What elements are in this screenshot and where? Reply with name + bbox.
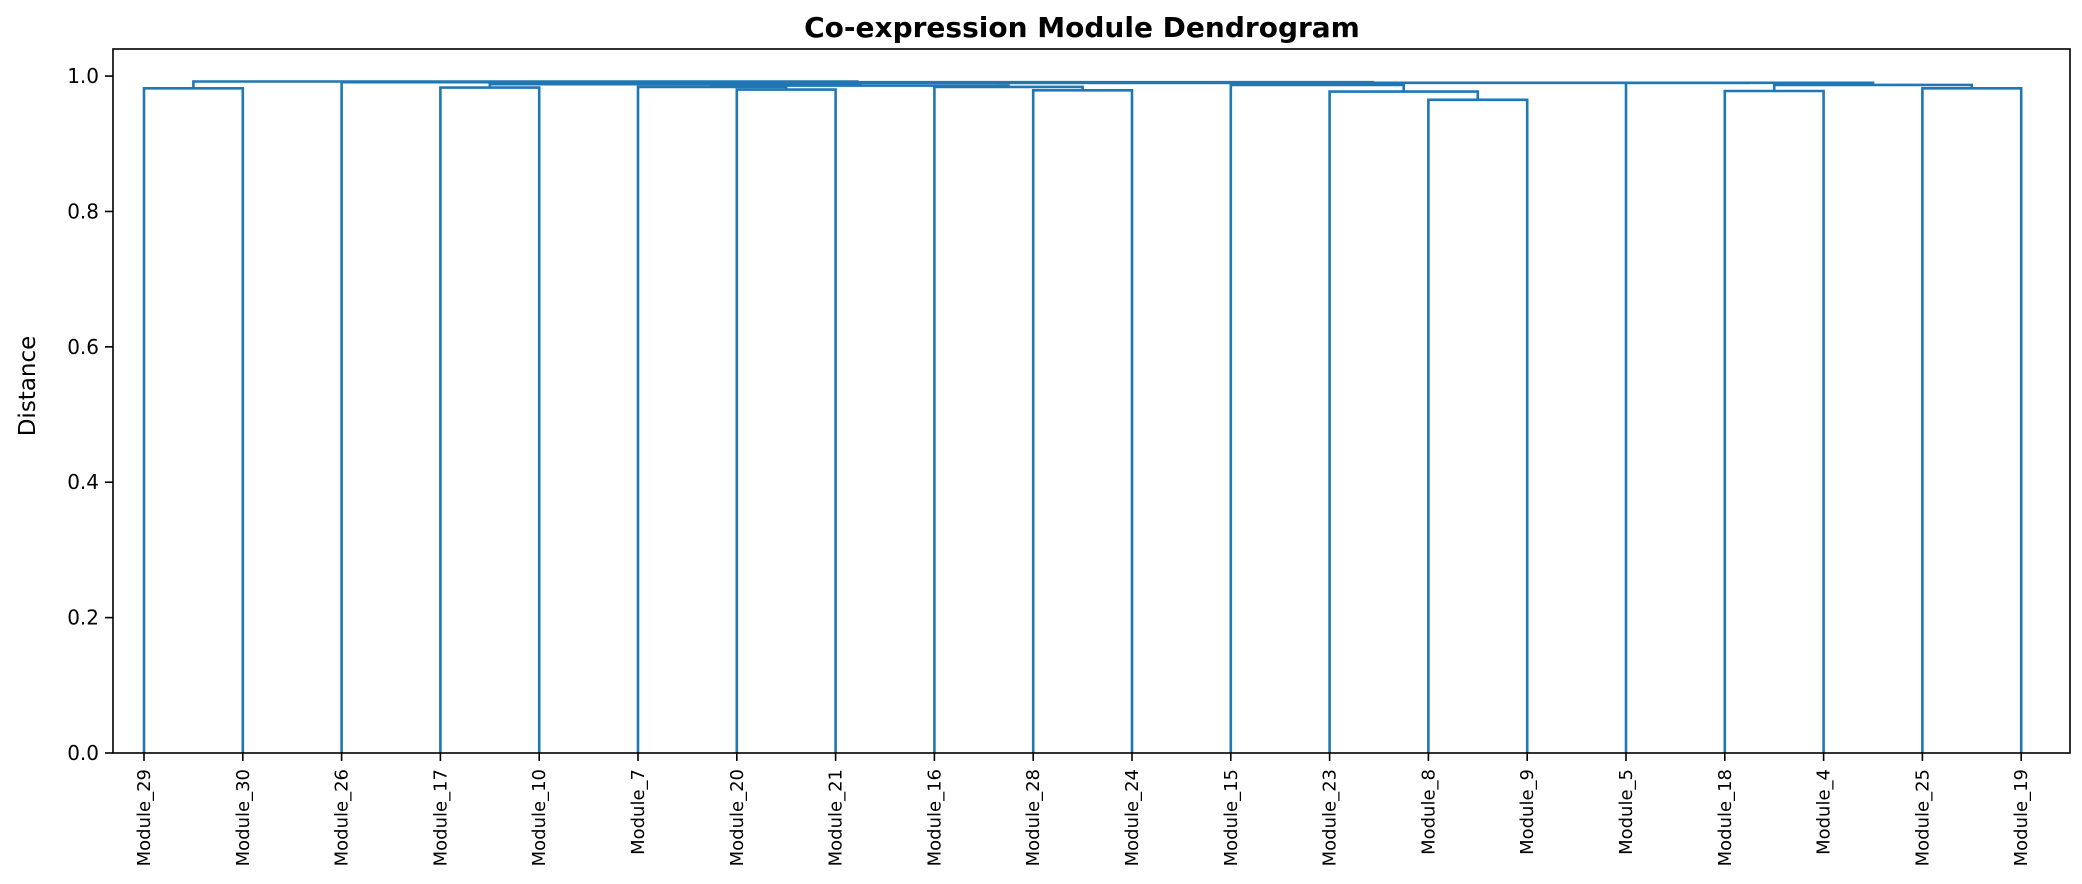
dendrogram-link-m7 bbox=[142, 87, 245, 753]
x-tick-label: Module_25 bbox=[1912, 769, 1933, 866]
x-tick-label: Module_7 bbox=[628, 769, 649, 855]
y-tick-label: 1.0 bbox=[67, 64, 99, 88]
dendrogram-links bbox=[142, 80, 2023, 753]
x-tick-label: Module_29 bbox=[134, 769, 155, 866]
y-tick-label: 0.2 bbox=[67, 606, 99, 630]
dendrogram-link-m3 bbox=[1723, 89, 1825, 753]
x-tick-label: Module_21 bbox=[826, 769, 847, 866]
dendrogram-link-m19 bbox=[192, 80, 859, 89]
y-tick-label: 0.8 bbox=[67, 199, 99, 223]
dendrogram-link-m1 bbox=[1427, 98, 1529, 753]
x-tick-label: Module_24 bbox=[1122, 769, 1143, 866]
dendrogram-link-m9 bbox=[636, 85, 788, 753]
dendrogram-link-m5 bbox=[735, 88, 837, 753]
dendrogram-link-m8 bbox=[439, 86, 541, 753]
y-tick-label: 0.6 bbox=[67, 335, 99, 359]
dendrogram-link-m6 bbox=[1921, 87, 2023, 753]
dendrogram-link-m11 bbox=[710, 84, 1010, 87]
dendrogram-link-m13 bbox=[1229, 83, 1405, 753]
x-tick-label: Module_4 bbox=[1814, 769, 1835, 855]
x-tick-label: Module_10 bbox=[529, 769, 550, 866]
dendrogram-link-m15 bbox=[1624, 81, 1875, 753]
x-tick-label: Module_17 bbox=[430, 769, 451, 866]
dendrogram-link-m10 bbox=[933, 85, 1084, 753]
plot-area-frame bbox=[112, 48, 2071, 754]
x-tick-label: Module_20 bbox=[727, 769, 748, 866]
x-tick-label: Module_9 bbox=[1517, 769, 1538, 855]
x-tick-label: Module_16 bbox=[924, 769, 945, 866]
x-tick-label: Module_30 bbox=[233, 769, 254, 866]
x-tick-label: Module_15 bbox=[1221, 769, 1242, 866]
axis-ticks: 0.0 0.2 0.4 0.6 0.8 1.0 Module_29 Module_30 Modu… bbox=[67, 64, 2032, 866]
x-tick-label: Module_28 bbox=[1023, 769, 1044, 866]
x-tick-label: Module_26 bbox=[332, 769, 353, 866]
dendrogram-link-m18 bbox=[340, 80, 1375, 753]
chart-title: Co-expression Module Dendrogram bbox=[804, 11, 1360, 44]
y-tick-label: 0.4 bbox=[67, 470, 99, 494]
dendrogram-link-m2 bbox=[1328, 90, 1480, 753]
x-tick-label: Module_5 bbox=[1616, 769, 1637, 855]
y-tick-label: 0.0 bbox=[67, 741, 99, 765]
x-tick-label: Module_19 bbox=[2011, 769, 2032, 866]
x-tick-label: Module_8 bbox=[1418, 769, 1439, 855]
y-axis-label: Distance bbox=[15, 336, 41, 437]
x-tick-label: Module_23 bbox=[1320, 769, 1341, 866]
dendrogram-link-m4 bbox=[1031, 89, 1134, 753]
x-tick-label: Module_18 bbox=[1715, 769, 1736, 866]
